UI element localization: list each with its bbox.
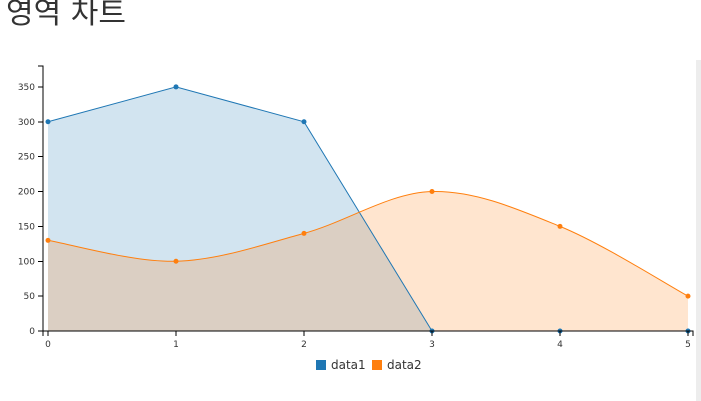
legend: data1 data2 (316, 358, 422, 372)
x-axis: 0 1 2 3 4 5 (42, 330, 694, 350)
series-data2-point-5[interactable] (685, 293, 691, 299)
y-tick-label: 300 (18, 118, 35, 128)
series-data2-point-4[interactable] (557, 223, 563, 229)
series-data1-point-0[interactable] (45, 119, 51, 125)
x-tick-label: 1 (173, 340, 179, 350)
x-tick-label: 4 (557, 340, 563, 350)
series-data2-point-0[interactable] (45, 237, 51, 243)
series-data1-point-1[interactable] (173, 84, 179, 90)
scrollbar-track[interactable] (696, 60, 701, 401)
legend-item-data2[interactable]: data2 (372, 358, 422, 372)
series-data2-line (47, 191, 689, 297)
x-tick-label: 3 (429, 340, 435, 350)
y-tick-label: 250 (18, 153, 35, 163)
y-tick-label: 200 (18, 188, 35, 198)
y-tick-label: 100 (18, 257, 35, 267)
y-axis: 0 50 100 150 200 250 300 350 (18, 65, 44, 337)
legend-item-data1[interactable]: data1 (316, 358, 366, 372)
areas-layer (48, 86, 688, 331)
series-data2-area (48, 191, 688, 331)
series-data1-point-2[interactable] (301, 119, 307, 125)
legend-label: data1 (331, 358, 366, 372)
y-tick-label: 0 (29, 327, 35, 337)
series-data1-area (48, 86, 688, 331)
series-data2-point-1[interactable] (173, 258, 179, 264)
y-tick-label: 350 (18, 83, 35, 93)
series-data2-point-2[interactable] (301, 230, 307, 236)
legend-swatch (316, 360, 326, 370)
legend-swatch (372, 360, 382, 370)
x-tick-label: 2 (301, 340, 307, 350)
legend-label: data2 (387, 358, 422, 372)
page-title: 영역 차트 (6, 0, 126, 31)
x-tick-label: 0 (45, 340, 51, 350)
x-axis-line (42, 330, 694, 336)
y-tick-label: 150 (18, 222, 35, 232)
x-tick-label: 5 (685, 340, 691, 350)
y-axis-line (38, 65, 44, 332)
y-tick-label: 50 (24, 292, 36, 302)
series-data2-point-3[interactable] (429, 189, 435, 195)
